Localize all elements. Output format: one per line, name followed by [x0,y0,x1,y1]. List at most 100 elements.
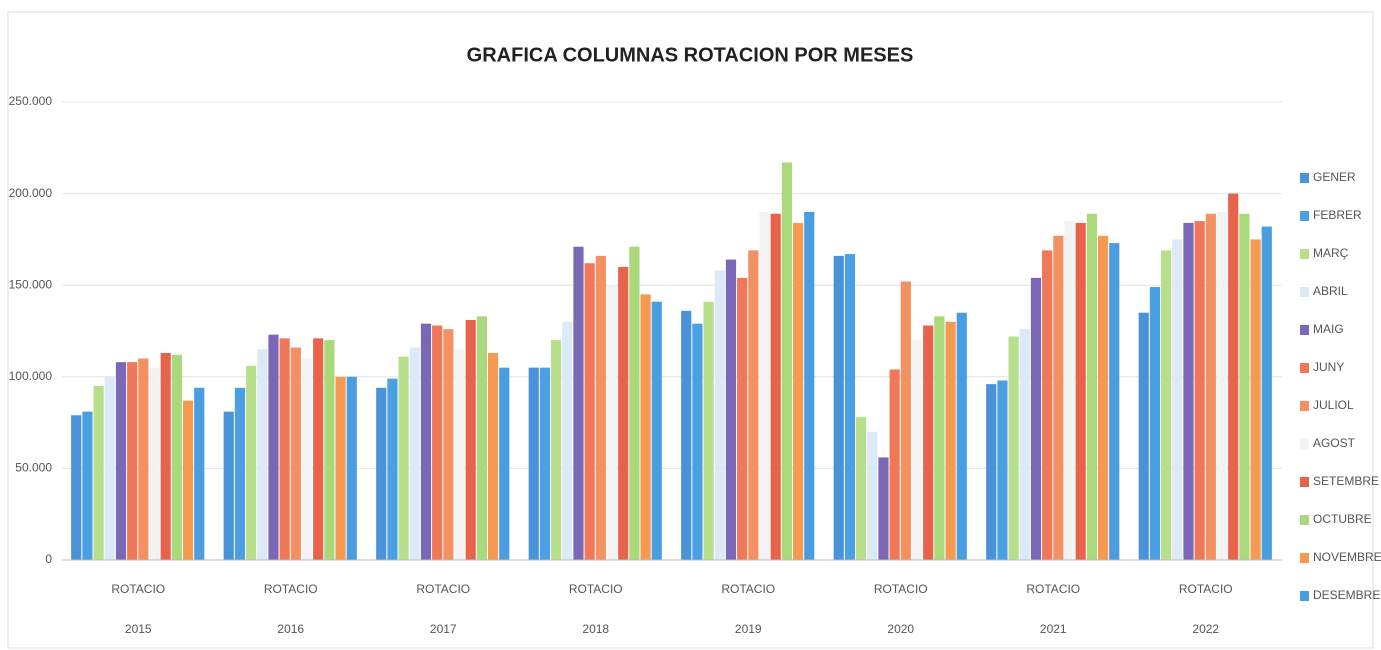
bar [714,270,725,560]
bar [115,362,127,560]
bar [1149,287,1161,560]
legend-label: MAIG [1313,322,1344,336]
bar [681,310,692,560]
bar [1008,336,1019,560]
bar [346,376,357,560]
bar [290,347,301,560]
legend-label: DESEMBRE [1313,588,1380,602]
bar [1086,213,1097,560]
legend-swatch [1300,325,1309,335]
bar [182,400,194,560]
bar [487,352,499,560]
bar [398,356,409,560]
x-tick-label: 2015 [125,622,152,636]
bar [1183,222,1194,561]
legend-swatch [1300,439,1309,449]
legend-swatch [1300,515,1309,525]
bar [1205,213,1216,560]
bar [93,385,104,560]
y-tick-label: 150.000 [9,277,53,291]
legend-swatch [1300,287,1309,297]
x-tick-label: ROTACIO [111,582,165,596]
legend-swatch [1300,553,1309,563]
bar [443,329,454,560]
legend-swatch [1300,477,1309,487]
bar [476,316,487,560]
bar [748,250,759,560]
y-tick-label: 50.000 [15,461,52,475]
bar [223,411,234,560]
bar [945,321,956,560]
bar [420,323,432,560]
bar [1064,221,1075,560]
bar [1250,239,1261,560]
legend-label: OCTUBRE [1313,512,1372,526]
bar [324,340,335,560]
bar [234,387,246,560]
bar [651,301,662,560]
bar [856,417,867,560]
bar [432,325,443,560]
legend-label: FEBRER [1313,208,1362,222]
legend-swatch [1300,591,1309,601]
bar [640,294,651,560]
legend-swatch [1300,211,1309,221]
bar [770,213,781,560]
bar [1138,312,1149,560]
x-tick-label: 2021 [1040,622,1067,636]
bar [867,431,878,560]
bar [1239,213,1250,560]
legend-label: SETEMBRE [1313,474,1379,488]
bar [737,277,748,560]
bar [1097,235,1109,560]
x-tick-label: ROTACIO [264,582,318,596]
bar [1053,235,1064,560]
bar [986,384,997,560]
bar [171,354,182,560]
x-tick-label: ROTACIO [874,582,928,596]
bar [246,365,257,560]
bar [629,246,640,560]
bar [1030,277,1042,560]
bar [618,266,629,560]
bar [923,325,934,560]
bar [1019,329,1030,560]
bar [1216,211,1228,561]
bar [387,378,398,560]
bar [465,320,476,560]
bar [1261,226,1272,561]
bar [268,334,279,560]
bar [454,349,465,560]
legend-swatch [1300,173,1309,183]
x-tick-label: 2016 [277,622,304,636]
bar [539,367,551,560]
legend-label: GENER [1313,170,1356,184]
x-tick-label: 2020 [887,622,914,636]
bar [313,338,324,560]
x-tick-label: ROTACIO [721,582,775,596]
bar [301,358,313,560]
x-tick-label: 2017 [430,622,457,636]
bar [934,316,945,560]
bar [257,349,268,560]
legend-label: MARÇ [1313,246,1349,260]
legend-label: ABRIL [1313,284,1348,298]
bar [160,352,171,560]
bar [878,457,889,560]
x-tick-label: 2019 [735,622,762,636]
chart-title: GRAFICA COLUMNAS ROTACION POR MESES [467,44,914,66]
bar [1228,193,1239,560]
bar [279,338,290,560]
legend-label: NOVEMBRE [1313,550,1381,564]
bar [889,369,900,560]
bar [792,222,804,561]
bar [833,255,844,560]
x-tick-label: 2022 [1192,622,1219,636]
bar [376,387,387,560]
y-tick-label: 0 [45,552,52,566]
legend-swatch [1300,363,1309,373]
bar [692,323,703,560]
bar [911,340,923,560]
x-tick-label: ROTACIO [569,582,623,596]
